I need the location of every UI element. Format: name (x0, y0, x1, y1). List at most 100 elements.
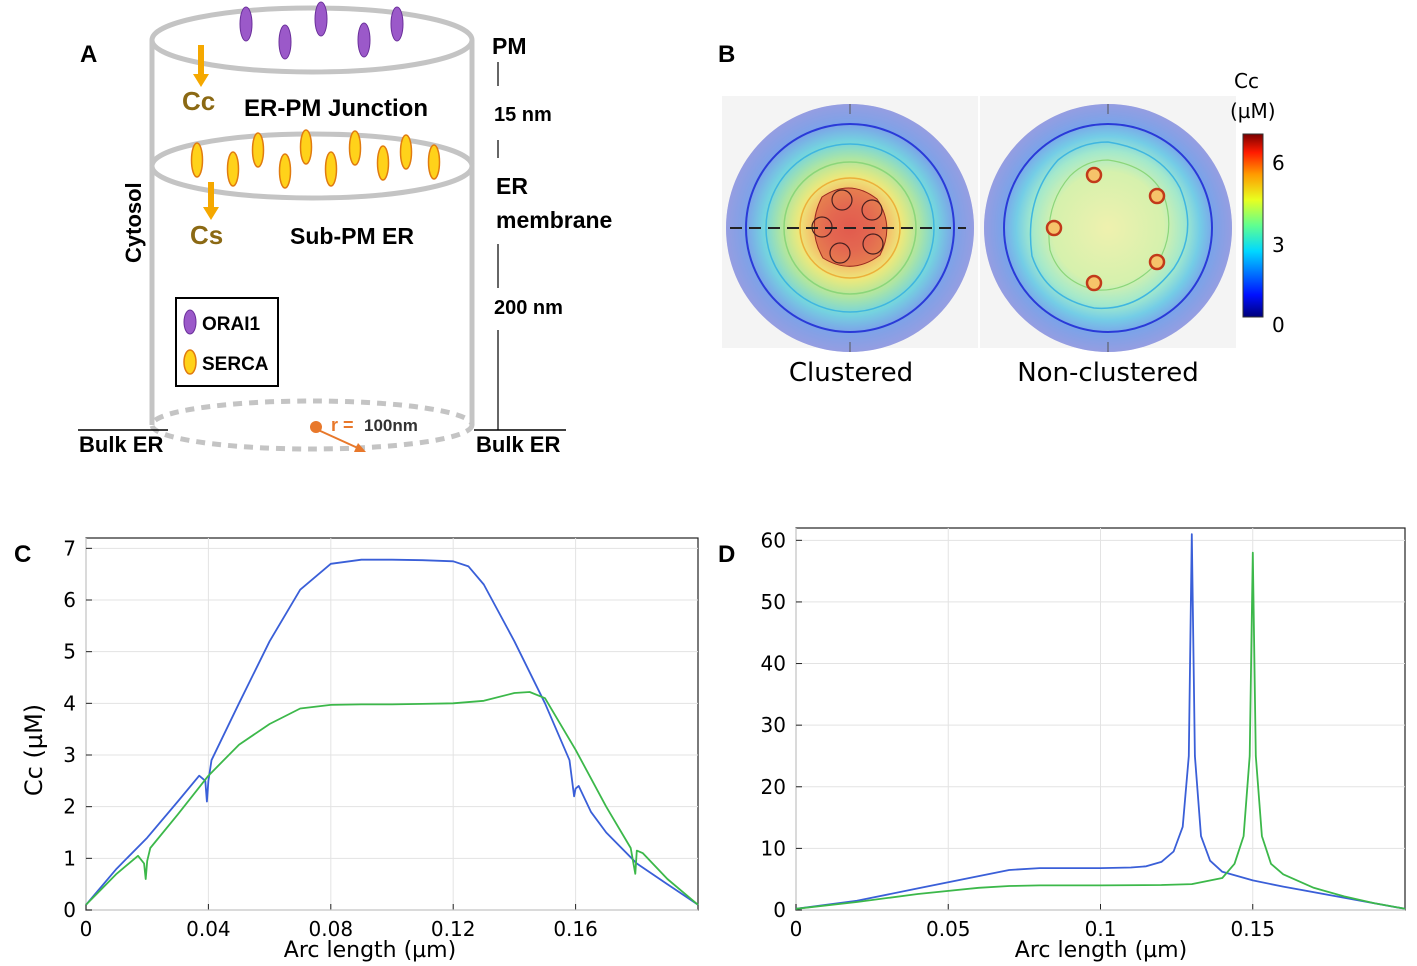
serca-pump (376, 145, 390, 181)
clustered-contour-outer (745, 123, 955, 333)
legend-orai1-label: ORAI1 (202, 314, 261, 335)
chart-d-ytick-label: 20 (761, 775, 786, 799)
chart-d-ytick-label: 0 (773, 898, 786, 922)
radius-arrow (315, 428, 361, 450)
legend-serca-icon (183, 349, 197, 375)
nonclustered-channel (1045, 219, 1063, 237)
cs-arrow (203, 182, 219, 220)
chart-c-xtick-label: 0.08 (309, 917, 354, 941)
nonclustered-disc (980, 96, 1236, 352)
distance-15nm: 15 nm (494, 104, 552, 126)
bulk-er-right-label: Bulk ER (476, 432, 560, 457)
nonclustered-channel (1085, 166, 1103, 184)
colorbar (1242, 133, 1264, 318)
clustered-label: Clustered (789, 358, 913, 388)
chart-d-xtick-label: 0 (790, 917, 803, 941)
orai1-channel (314, 1, 328, 37)
clustered-channel (831, 189, 853, 211)
serca-pump (190, 142, 204, 178)
radius-label: r = (331, 415, 354, 435)
nonclustered-label: Non-clustered (1017, 358, 1199, 388)
chart-c-ytick-label: 4 (63, 691, 76, 715)
chart-c-series-non-clustered (85, 691, 699, 906)
nonclustered-heatmap (984, 104, 1232, 352)
colorbar-tick-label: 3 (1272, 233, 1285, 257)
chart-d-ytick-label: 60 (761, 528, 786, 552)
colorbar-tick-label: 0 (1272, 313, 1285, 337)
panel-c: C 0 0.04 0.08 0.12 0.16 0 1 2 3 4 5 6 7 Cc (µM) Arc … (14, 536, 699, 963)
chart-c-xtick-label: 0 (80, 917, 93, 941)
chart-d-ytick-label: 40 (761, 652, 786, 676)
serca-pump (251, 132, 265, 168)
orai1-channel (390, 6, 404, 42)
er-membrane-label-2: membrane (496, 207, 612, 233)
er-membrane-label-1: ER (496, 173, 528, 199)
chart-d-series-non-clustered (795, 551, 1406, 910)
nonclustered-contour-outer (1003, 123, 1213, 333)
legend-serca-label: SERCA (202, 354, 269, 375)
pm-ellipse (149, 5, 475, 75)
chart-c-ytick-label: 7 (63, 536, 76, 560)
orai1-channel (357, 22, 371, 58)
chart-c-xtick-label: 0.16 (553, 917, 598, 941)
radius-value: 100nm (364, 416, 418, 435)
cc-label: Cc (182, 86, 215, 116)
chart-d: 0 0.05 0.1 0.15 0 10 20 30 40 50 60 (761, 527, 1406, 941)
cs-label: Cs (190, 220, 223, 250)
chart-d-xtick-label: 0.15 (1230, 917, 1275, 941)
chart-d-series-clustered (795, 533, 1406, 910)
chart-c-xtick-label: 0.12 (431, 917, 476, 941)
distance-200nm: 200 nm (494, 297, 563, 319)
serca-pump (399, 134, 413, 170)
panel-label-b: B (718, 41, 735, 68)
chart-c-ylabel: Cc (µM) (20, 704, 48, 796)
chart-d-ytick-label: 10 (761, 836, 786, 860)
serca-pump (427, 144, 441, 180)
chart-c-ytick-label: 0 (63, 898, 76, 922)
colorbar-title-1: Cc (1234, 69, 1259, 93)
pm-label: PM (492, 33, 527, 59)
serca-pump (324, 151, 338, 187)
orai1-channels (239, 1, 404, 60)
serca-pump (348, 130, 362, 166)
clustered-contour (799, 177, 901, 279)
chart-d-ytick-label: 50 (761, 590, 786, 614)
chart-d-xlabel: Arc length (µm) (1015, 938, 1187, 963)
chart-c-ytick-label: 2 (63, 795, 76, 819)
panel-label-a: A (80, 41, 97, 68)
bulk-er-ellipse (149, 398, 475, 452)
panel-b: B (718, 41, 1285, 388)
chart-c-plot-area (85, 537, 699, 911)
colorbar-title-2: (µM) (1230, 99, 1276, 123)
legend-orai1-icon (183, 309, 197, 335)
er-membrane-ellipse (149, 131, 475, 201)
er-pm-junction-label: ER-PM Junction (244, 95, 428, 122)
sub-pm-er-label: Sub-PM ER (290, 223, 414, 249)
panel-label-c: C (14, 541, 31, 568)
chart-c-ytick-label: 6 (63, 588, 76, 612)
chart-c-xlabel: Arc length (µm) (284, 938, 456, 963)
orai1-channel (278, 24, 292, 60)
bulk-er-left-label: Bulk ER (79, 432, 163, 457)
nonclustered-channel (1085, 274, 1103, 292)
orai1-channel (239, 6, 253, 42)
serca-pumps (190, 129, 441, 189)
serca-pump (226, 151, 240, 187)
serca-pump (278, 153, 292, 189)
colorbar-tick-label: 6 (1272, 151, 1285, 175)
serca-pump (299, 129, 313, 165)
chart-c-ytick-label: 5 (63, 640, 76, 664)
cytosol-label: Cytosol (121, 182, 146, 263)
chart-d-xtick-label: 0.05 (926, 917, 971, 941)
radius-arrowhead (354, 443, 366, 452)
panel-d: D 0 0.05 0.1 0.15 0 10 20 30 40 50 60 Arc length (… (718, 527, 1406, 963)
cc-arrow (193, 45, 209, 87)
clustered-channel (862, 233, 884, 255)
clustered-disc (722, 96, 978, 352)
clustered-contour (765, 143, 935, 313)
nonclustered-contour (1029, 141, 1189, 310)
panel-label-d: D (718, 541, 735, 568)
chart-d-ytick-label: 30 (761, 713, 786, 737)
nonclustered-overlay (984, 104, 1232, 352)
panel-a: A (78, 1, 612, 457)
